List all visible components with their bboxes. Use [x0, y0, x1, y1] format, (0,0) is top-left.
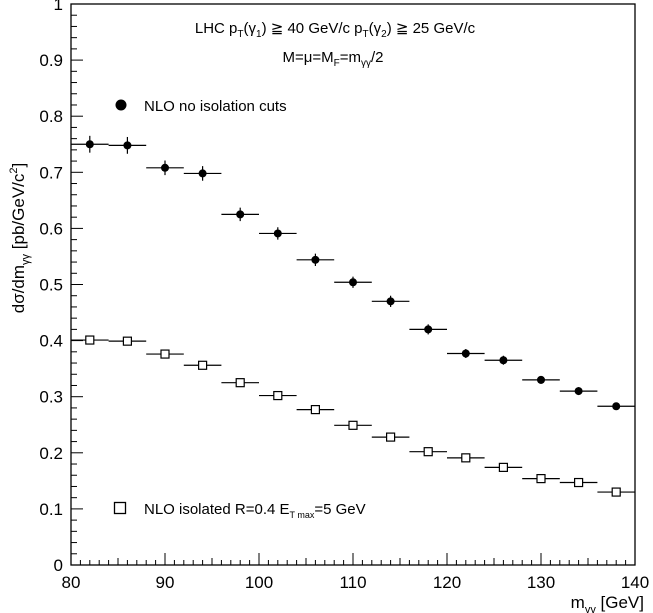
y-tick-label: 0.3 — [39, 388, 63, 407]
data-point — [85, 335, 95, 345]
data-point — [348, 420, 358, 430]
x-tick-label: 80 — [62, 573, 81, 592]
data-point — [498, 462, 508, 472]
data-point — [574, 387, 583, 396]
x-tick-label: 140 — [621, 573, 649, 592]
axis-ticks-layer: 80 90 100 110 120 130 140 0 0.1 0.2 0.3 0.4 0.5 0.6 0.… — [39, 0, 649, 592]
data-point — [273, 229, 282, 238]
data-point — [424, 325, 433, 334]
data-point — [536, 474, 546, 484]
y-tick-label: 0.9 — [39, 51, 63, 70]
data-point — [573, 477, 584, 488]
y-tick-label: 0.2 — [39, 444, 63, 463]
data-point — [198, 360, 208, 370]
data-point — [349, 278, 357, 287]
header-line-2: M=μ=MF=mγγ/2 — [282, 49, 383, 69]
y-tick-label: 0.8 — [39, 107, 63, 126]
data-point — [235, 378, 245, 388]
data-point — [161, 163, 169, 172]
legend-marker-filled-circle — [115, 99, 127, 111]
data-point — [122, 336, 133, 346]
legend-label-isolated: NLO isolated R=0.4 ET max=5 GeV — [144, 501, 366, 520]
y-tick-label: 0.7 — [39, 163, 63, 182]
data-point — [198, 169, 207, 178]
data-point — [499, 356, 508, 365]
y-tick-label: 0.6 — [39, 219, 63, 238]
data-point — [537, 375, 545, 384]
x-tick-label: 120 — [433, 573, 461, 592]
legend-label-no-isolation: NLO no isolation cuts — [144, 98, 287, 115]
data-point — [386, 297, 395, 306]
header-line-1: LHC pT(γ1) ≧ 40 GeV/c pT(γ2) ≧ 25 GeV/c — [195, 20, 476, 40]
data-point — [310, 405, 320, 415]
data-point — [311, 255, 320, 264]
data-point — [461, 349, 470, 358]
data-point — [85, 140, 94, 149]
data-point — [461, 453, 471, 463]
x-tick-label: 100 — [245, 573, 273, 592]
y-axis-label: dσ/dmγγ [pb/GeV/c2] — [8, 163, 32, 313]
x-tick-label: 110 — [339, 573, 366, 592]
data-point — [611, 487, 621, 497]
data-point — [123, 141, 132, 150]
data-layer — [71, 135, 635, 497]
data-point — [423, 447, 433, 457]
data-point — [236, 210, 245, 219]
data-point — [160, 349, 170, 359]
series-no-isolation — [71, 135, 635, 411]
x-axis-label: mγγ [GeV] — [571, 593, 644, 613]
y-tick-label: 1 — [54, 0, 63, 14]
y-tick-label: 0 — [54, 556, 63, 575]
legend-marker-open-square — [113, 501, 127, 515]
y-tick-label: 0.5 — [39, 276, 63, 295]
x-tick-label: 130 — [527, 573, 555, 592]
data-point — [273, 390, 283, 401]
data-point — [386, 432, 396, 442]
x-tick-label: 90 — [156, 573, 175, 592]
y-tick-label: 0.4 — [39, 332, 63, 351]
data-point — [612, 402, 621, 411]
series-isolated — [71, 335, 635, 497]
y-tick-label: 0.1 — [39, 500, 63, 519]
